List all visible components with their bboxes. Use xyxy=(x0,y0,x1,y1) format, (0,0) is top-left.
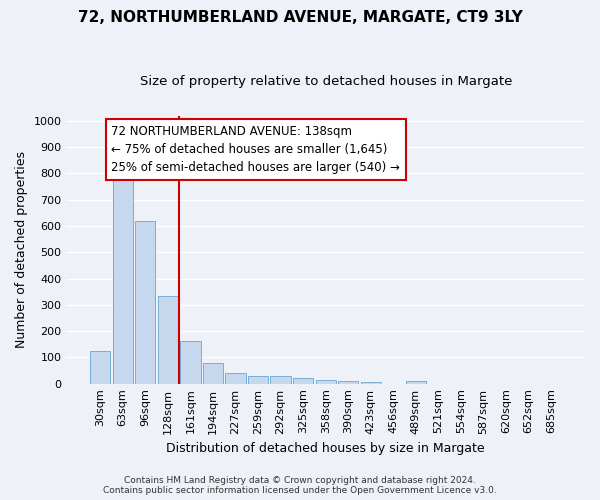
Bar xyxy=(361,382,381,384)
Title: Size of property relative to detached houses in Margate: Size of property relative to detached ho… xyxy=(140,75,512,88)
Text: 72, NORTHUMBERLAND AVENUE, MARGATE, CT9 3LY: 72, NORTHUMBERLAND AVENUE, MARGATE, CT9 … xyxy=(77,10,523,25)
Bar xyxy=(248,376,268,384)
Bar xyxy=(338,381,358,384)
Bar xyxy=(226,372,245,384)
Bar xyxy=(180,341,200,384)
Bar xyxy=(271,376,291,384)
Bar xyxy=(316,380,336,384)
Y-axis label: Number of detached properties: Number of detached properties xyxy=(15,151,28,348)
Bar xyxy=(113,174,133,384)
Bar xyxy=(158,296,178,384)
Bar xyxy=(90,351,110,384)
Bar xyxy=(406,381,426,384)
X-axis label: Distribution of detached houses by size in Margate: Distribution of detached houses by size … xyxy=(166,442,485,455)
Text: 72 NORTHUMBERLAND AVENUE: 138sqm
← 75% of detached houses are smaller (1,645)
25: 72 NORTHUMBERLAND AVENUE: 138sqm ← 75% o… xyxy=(112,125,400,174)
Bar xyxy=(135,220,155,384)
Text: Contains HM Land Registry data © Crown copyright and database right 2024.
Contai: Contains HM Land Registry data © Crown c… xyxy=(103,476,497,495)
Bar xyxy=(293,378,313,384)
Bar xyxy=(203,363,223,384)
